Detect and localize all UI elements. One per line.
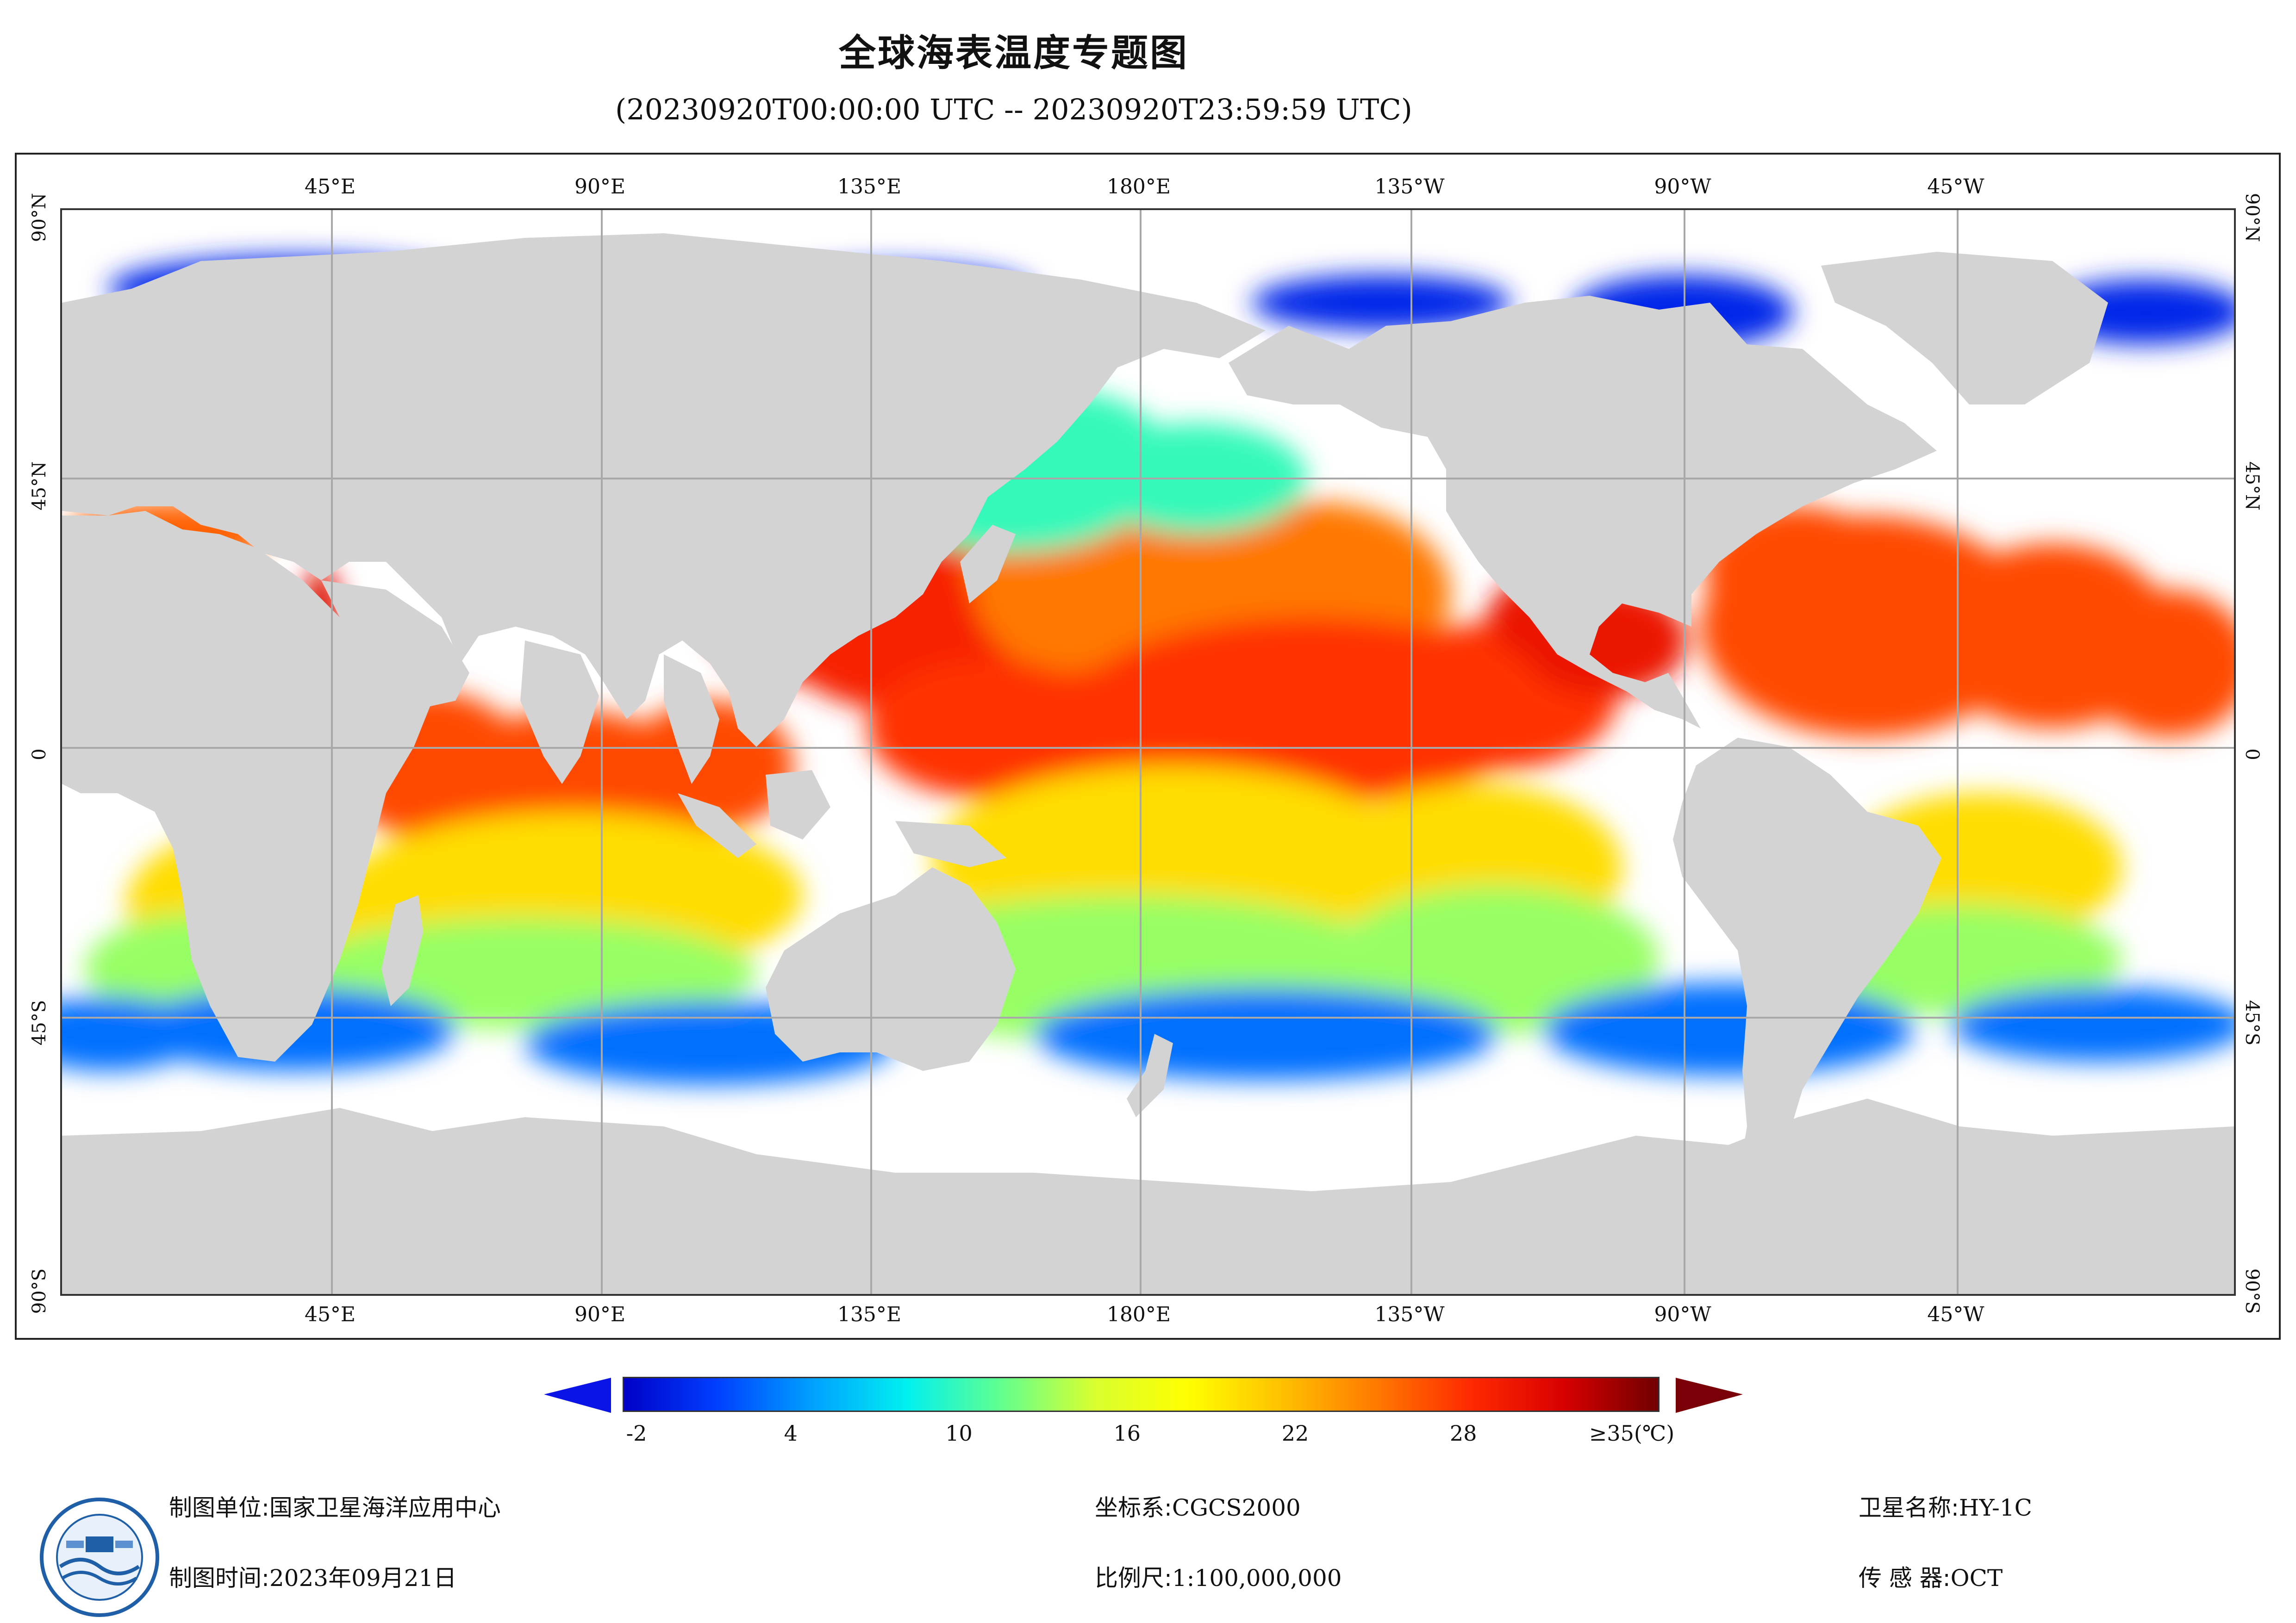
sst-patch-southern-ocean [62,997,201,1071]
sst-patch-north-atlantic [1705,506,1890,636]
land-south-america [1673,738,1941,1205]
colorbar-tick-label: 10 [945,1421,973,1446]
colorbar [623,1377,1660,1412]
lon-label-top: 45°W [1927,175,1984,199]
graticule [62,210,2234,1294]
lat-label-right: 45°N [2241,461,2263,510]
land-madagascar [381,895,423,1006]
colorbar-over-svg [1676,1378,1743,1413]
colorbar-over-arrow [1676,1378,1743,1413]
sst-patch-north-atlantic [2085,590,2234,738]
producer-value: 国家卫星海洋应用中心 [269,1494,501,1521]
lat-label-left: 45°S [29,1000,50,1046]
colorbar-tick-label: 22 [1281,1421,1309,1446]
soa-logo-icon [40,1498,159,1617]
crs-value: CGCS2000 [1172,1494,1301,1521]
satellite-value: HY-1C [1959,1494,2032,1521]
sst-patch-southern-ocean [1034,988,1497,1080]
lon-label-top: 45°E [304,175,356,199]
lon-label-top: 135°W [1374,175,1445,199]
colorbar-tick-label: 16 [1113,1421,1141,1446]
colorbar-tick-label: 28 [1449,1421,1477,1446]
land-africa [62,511,432,1062]
sst-patch-equatorial-pacific [867,659,1108,798]
sensor-field: 传 感 器:OCT [1859,1560,2003,1593]
land-north-america [1229,296,1937,728]
sst-map-svg [62,210,2234,1294]
crs-field: 坐标系:CGCS2000 [1095,1489,1301,1523]
lon-label-top: 180°E [1106,175,1171,199]
colorbar-tick-label: -2 [626,1421,647,1446]
satellite-field: 卫星名称:HY-1C [1859,1489,2032,1523]
lon-label-bottom: 45°W [1927,1303,1984,1326]
lat-label-right: 0 [2241,748,2263,760]
lat-label-left: 45°N [29,461,50,510]
sensor-value: OCT [1950,1565,2003,1592]
lon-label-bottom: 90°E [574,1303,626,1326]
sst-patch-arctic [1252,275,1511,330]
date-label: 制图时间: [169,1565,269,1592]
page-title: 全球海表温度专题图 [839,31,1189,75]
lon-label-bottom: 180°E [1106,1303,1171,1326]
scale-label: 比例尺: [1095,1565,1172,1592]
lat-label-right: 90°S [2241,1268,2263,1314]
producer-field: 制图单位:国家卫星海洋应用中心 [169,1489,501,1523]
lat-label-right: 45°S [2241,1000,2263,1046]
lat-label-left: 0 [29,748,50,760]
land-sumatra [678,793,756,858]
land-australia [766,867,1016,1071]
colorbar-under-arrow [544,1378,611,1413]
producer-label: 制图单位: [169,1494,269,1521]
crs-label: 坐标系: [1095,1494,1172,1521]
lon-label-bottom: 90°W [1654,1303,1711,1326]
land-borneo [766,770,830,839]
land-layer [62,233,2234,1294]
land-eurasia [62,233,1266,747]
sst-patch-southern-mid [1335,886,1659,1034]
land-new-guinea [895,821,1006,867]
land-new-zealand [1127,1034,1173,1117]
lat-label-right: 90°N [2241,193,2263,242]
map-frame [15,153,2281,1340]
lat-label-left: 90°S [29,1268,50,1314]
sst-patch-southern-ocean [1951,988,2234,1062]
time-range-subtitle: (20230920T00:00:00 UTC -- 20230920T23:59… [615,93,1412,126]
colorbar-tick-label: ≥35(℃) [1589,1421,1675,1446]
lon-label-bottom: 135°W [1374,1303,1445,1326]
satellite-label: 卫星名称: [1859,1494,1959,1521]
lat-label-left: 90°N [29,193,50,242]
lon-label-top: 90°E [574,175,626,199]
colorbar-tick-label: 4 [784,1421,798,1446]
land-antarctica [62,1099,2234,1294]
lon-label-top: 135°E [837,175,902,199]
scale-field: 比例尺:1:100,000,000 [1095,1560,1342,1593]
date-value: 2023年09月21日 [269,1565,457,1592]
lon-label-top: 90°W [1654,175,1711,199]
land-arabia [321,580,469,710]
land-japan [960,525,1016,603]
land-indochina [664,654,719,784]
date-field: 制图时间:2023年09月21日 [169,1560,456,1593]
sensor-label: 传 感 器: [1859,1565,1951,1592]
scale-value: 1:100,000,000 [1172,1565,1342,1592]
sst-map[interactable] [60,208,2236,1296]
land-greenland [1821,252,2108,404]
colorbar-svg [544,1378,611,1413]
lon-label-bottom: 45°E [304,1303,356,1326]
lon-label-bottom: 135°E [837,1303,902,1326]
